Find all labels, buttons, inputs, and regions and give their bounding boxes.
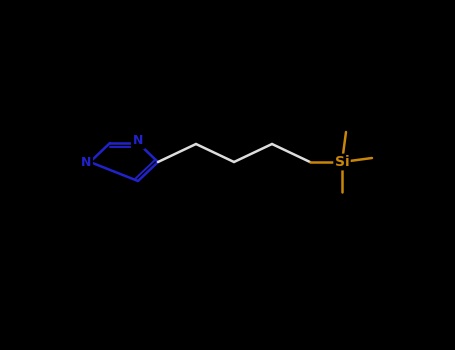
Text: Si: Si xyxy=(335,155,349,169)
Text: N: N xyxy=(81,155,91,168)
Text: N: N xyxy=(133,134,143,147)
